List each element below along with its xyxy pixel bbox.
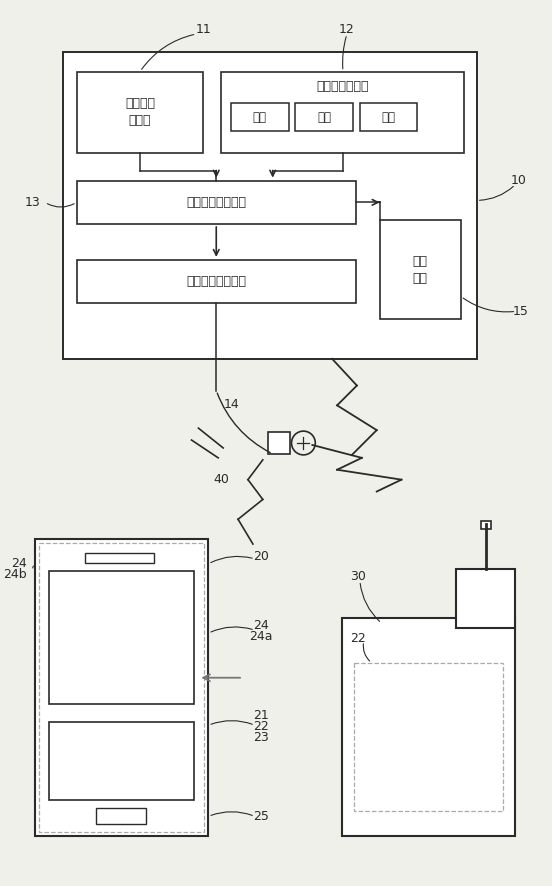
Bar	[84, 553, 154, 563]
Bar	[39, 543, 204, 832]
Text: 20: 20	[253, 550, 269, 563]
Text: 24b: 24b	[3, 568, 27, 581]
Text: 24a: 24a	[249, 630, 273, 642]
Text: 24: 24	[253, 618, 269, 632]
Text: 22: 22	[350, 632, 366, 645]
Bar	[35, 539, 208, 836]
Text: 11: 11	[195, 22, 211, 35]
Bar	[354, 663, 503, 812]
Bar	[481, 521, 491, 529]
Text: 空气质量判断模块: 空气质量判断模块	[186, 196, 246, 209]
Text: 13: 13	[25, 196, 41, 209]
Text: 微尘: 微尘	[381, 111, 396, 124]
Text: 22: 22	[253, 719, 269, 733]
Text: 12: 12	[339, 22, 355, 35]
Text: 通知
模块: 通知 模块	[413, 254, 428, 284]
Text: 温度: 温度	[253, 111, 267, 124]
Bar	[231, 104, 289, 131]
Bar	[97, 808, 146, 824]
Text: 环境检测传感器: 环境检测传感器	[317, 80, 369, 93]
Bar	[77, 260, 356, 303]
Bar	[77, 181, 356, 224]
Text: 23: 23	[253, 731, 269, 743]
Text: 40: 40	[213, 473, 229, 486]
Text: 25: 25	[253, 810, 269, 823]
Text: 24: 24	[12, 557, 27, 571]
Bar	[342, 618, 516, 836]
Bar	[77, 72, 203, 152]
Text: 湿度: 湿度	[317, 111, 331, 124]
Bar	[49, 722, 194, 799]
Text: 30: 30	[350, 571, 366, 583]
Bar	[221, 72, 464, 152]
Bar	[295, 104, 353, 131]
Bar	[49, 571, 194, 704]
Text: 10: 10	[511, 174, 526, 187]
Bar	[380, 220, 461, 319]
Bar	[360, 104, 417, 131]
Text: 21: 21	[253, 709, 269, 722]
Text: 15: 15	[512, 305, 528, 318]
Bar	[268, 432, 290, 454]
Bar	[63, 51, 477, 359]
Bar	[456, 569, 516, 628]
Text: 14: 14	[223, 398, 239, 411]
Text: 空气质量通信模块: 空气质量通信模块	[186, 275, 246, 288]
Text: 气体检测
传感器: 气体检测 传感器	[125, 97, 155, 128]
